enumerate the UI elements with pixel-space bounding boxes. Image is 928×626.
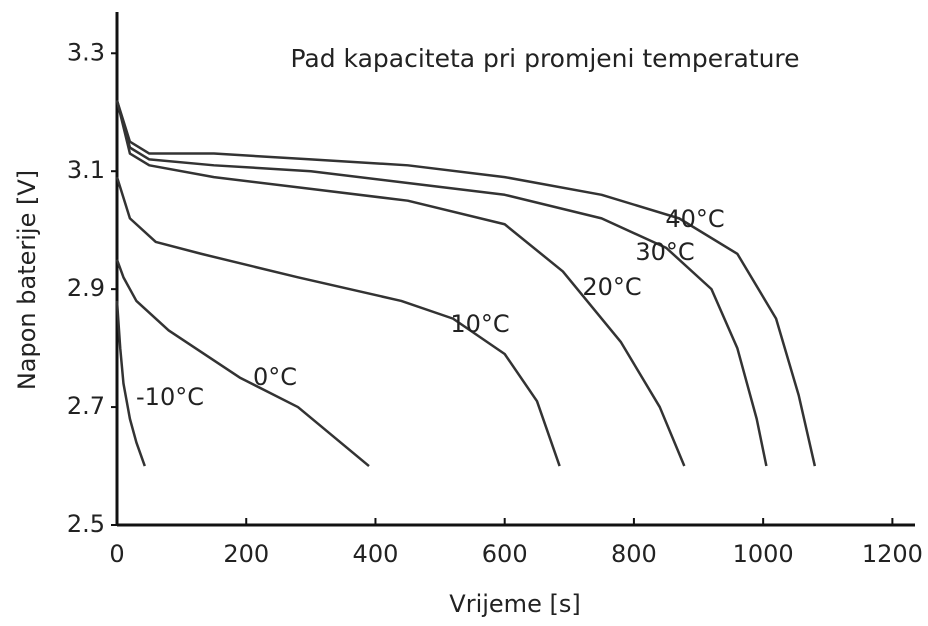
chart-title: Pad kapaciteta pri promjeni temperature <box>290 44 799 73</box>
y-tick-label: 3.3 <box>67 38 105 66</box>
line <box>115 100 817 467</box>
series-label: 10°C <box>450 310 509 338</box>
x-tick-label: 0 <box>109 540 124 568</box>
series-label: 20°C <box>582 273 641 301</box>
y-axis-label: Napon baterije [V] <box>13 170 41 390</box>
series-label: 40°C <box>665 205 724 233</box>
x-tick-label: 800 <box>611 540 657 568</box>
line <box>115 100 768 467</box>
y-tick-label: 3.1 <box>67 156 105 184</box>
x-tick-label: 600 <box>482 540 528 568</box>
series-label: 30°C <box>635 238 694 266</box>
y-tick-label: 2.9 <box>67 274 105 302</box>
x-tick-label: 400 <box>353 540 399 568</box>
y-tick-label: 2.5 <box>67 510 105 538</box>
y-tick-label: 2.7 <box>67 392 105 420</box>
x-tick-label: 200 <box>223 540 269 568</box>
series-label: -10°C <box>136 383 204 411</box>
line <box>115 176 561 467</box>
x-axis-label: Vrijeme [s] <box>449 590 580 618</box>
x-tick-label: 1200 <box>862 540 923 568</box>
line <box>115 300 146 467</box>
x-tick-label: 1000 <box>733 540 794 568</box>
line <box>115 100 686 467</box>
line <box>115 259 370 467</box>
series-label: 0°C <box>253 363 297 391</box>
